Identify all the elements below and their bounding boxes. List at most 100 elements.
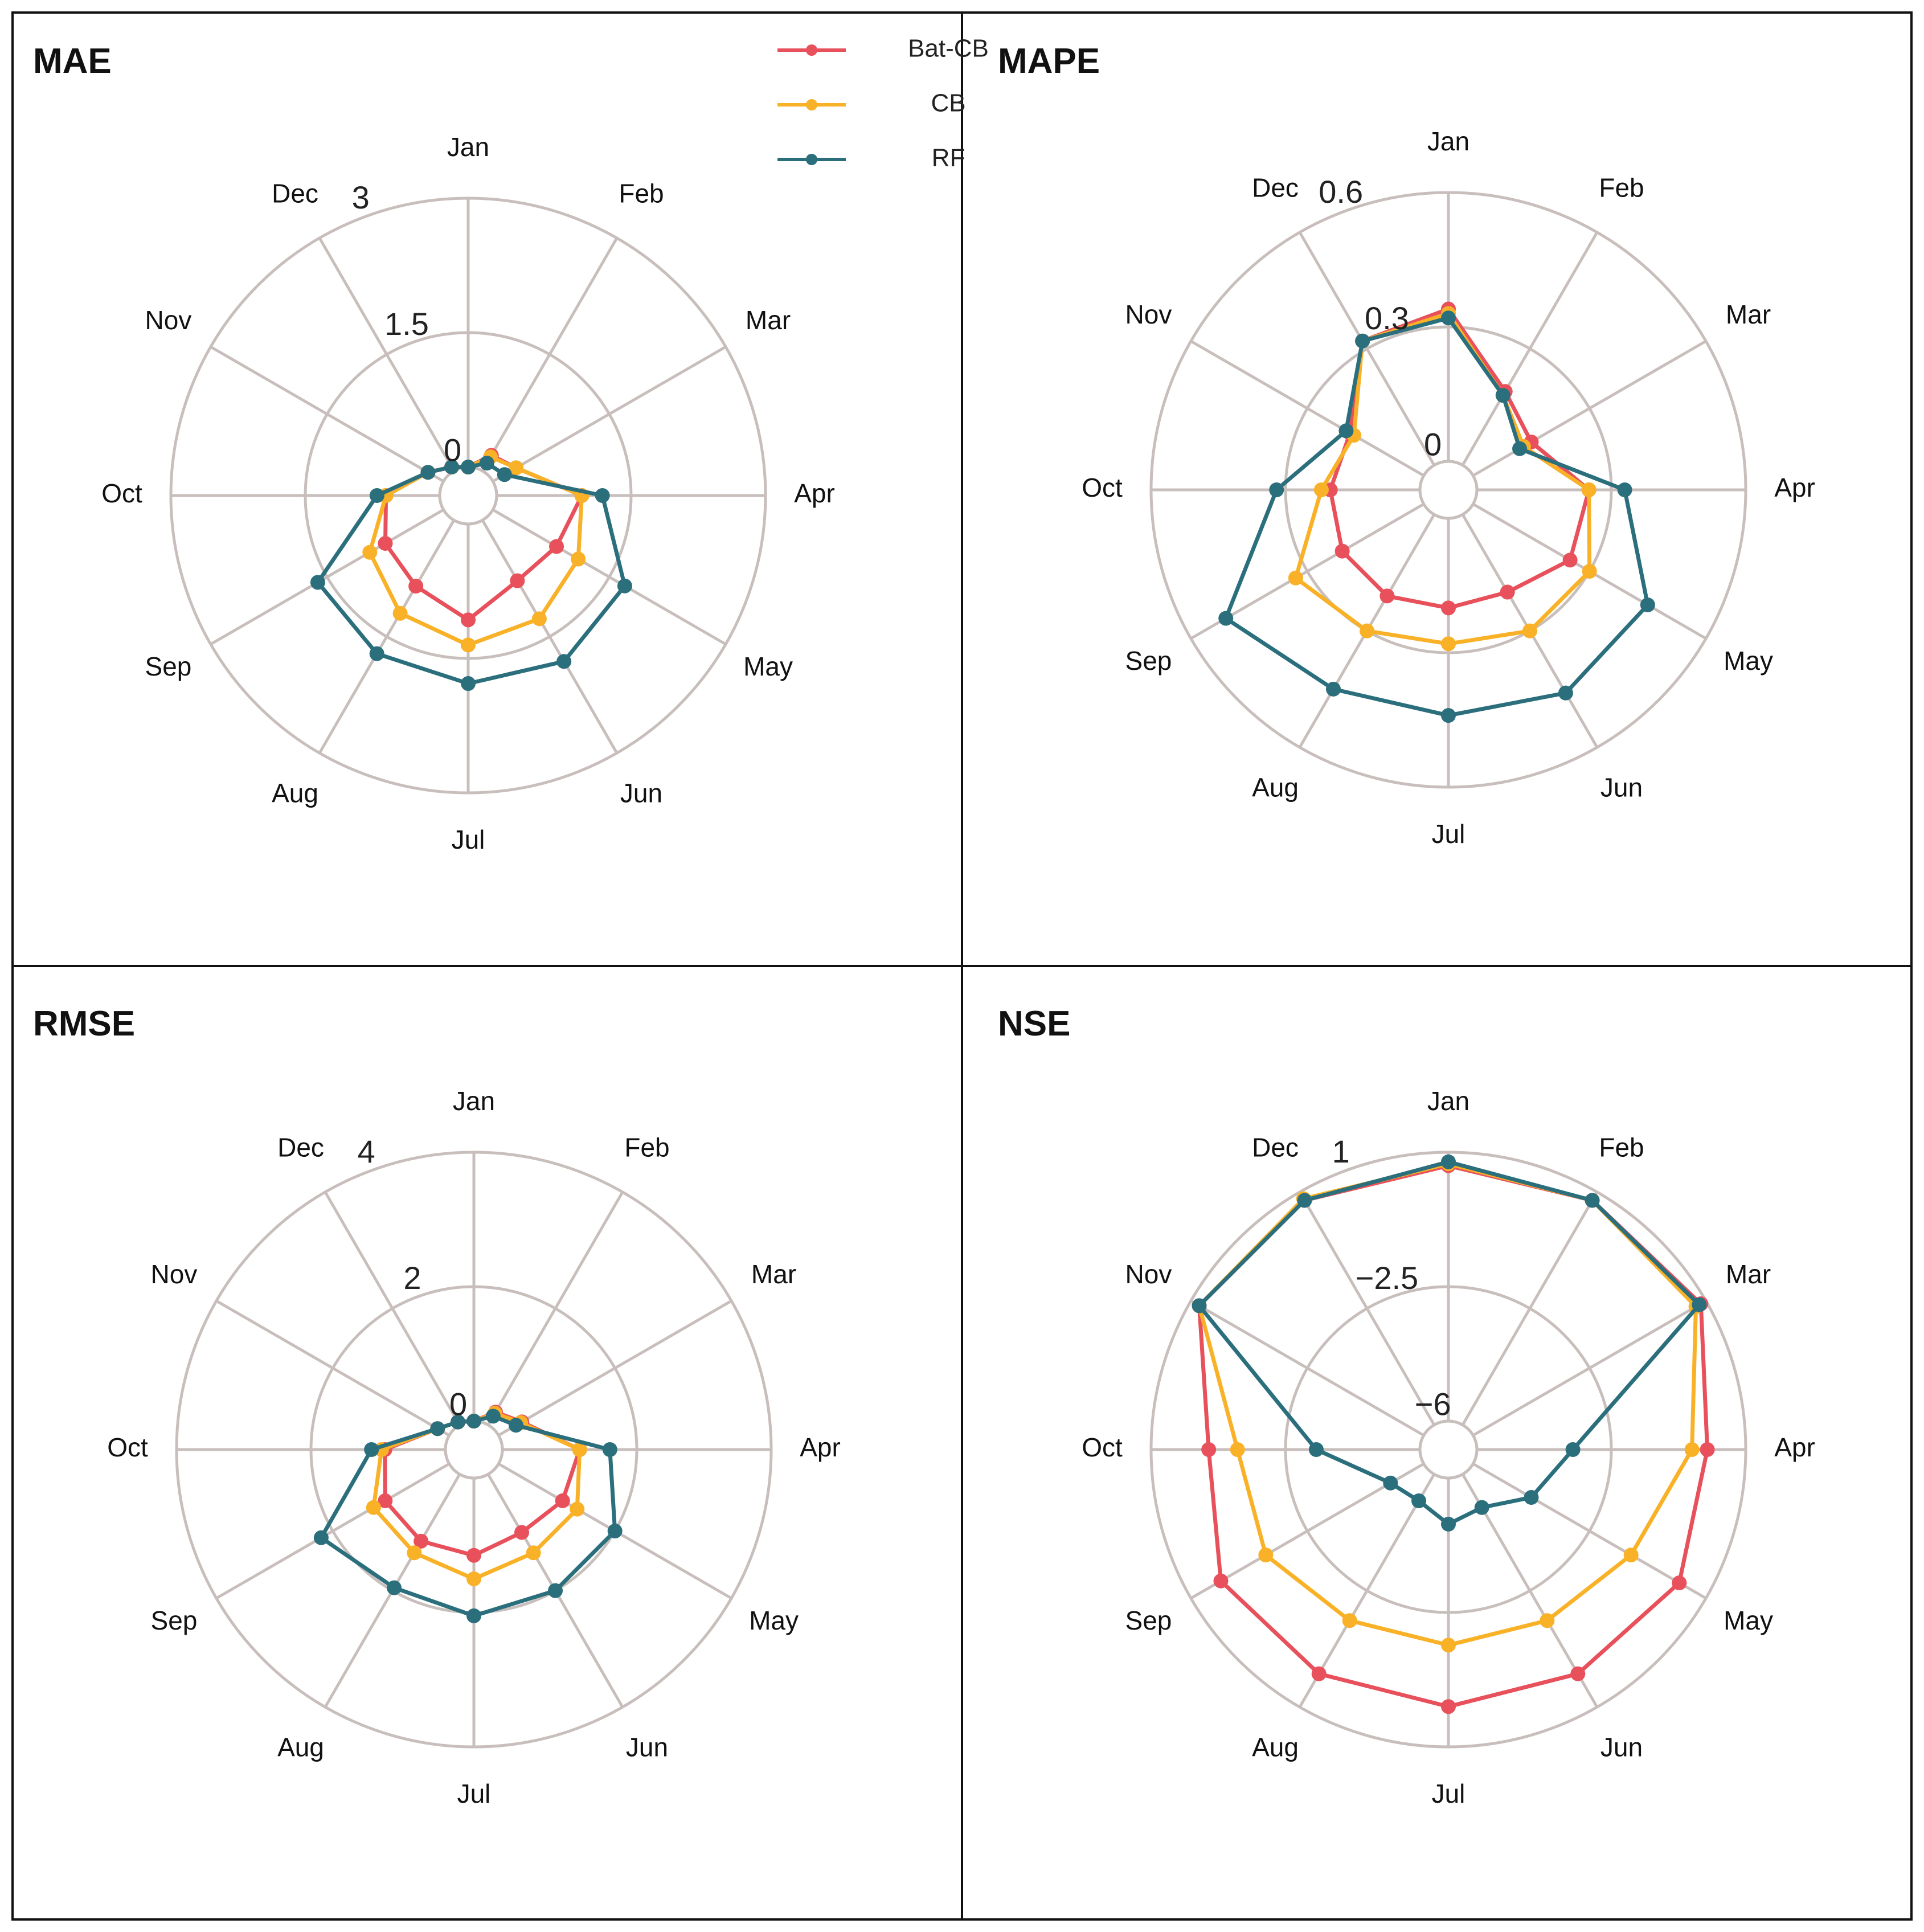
point-rf-sep <box>313 1530 329 1545</box>
series-bat-cb <box>378 448 590 628</box>
spoke-nov <box>1190 339 1424 477</box>
point-rf-dec <box>1355 333 1370 349</box>
month-label-aug: Aug <box>1252 1733 1299 1762</box>
month-label-oct: Oct <box>107 1432 148 1462</box>
month-label-may: May <box>1724 646 1773 676</box>
month-labels-nse: Jan Feb Mar Apr May Jun Jul Aug Sep Oct Nov Dec <box>1082 1086 1815 1808</box>
legend-swatch-point <box>806 154 817 165</box>
point-cb-sep <box>1258 1548 1274 1563</box>
month-label-jun: Jun <box>1600 1733 1643 1762</box>
point-cb-sep <box>362 545 378 560</box>
tick-label: 0.6 <box>1319 174 1363 210</box>
point-cb-may <box>570 1501 585 1517</box>
spoke-feb <box>1461 1191 1599 1426</box>
month-label-may: May <box>749 1606 799 1635</box>
point-rf-dec <box>444 459 460 474</box>
panels: MAE Jan Feb Mar Apr May Jun Jul Aug Sep Oct Nov Dec 0… <box>33 42 1815 1808</box>
month-label-oct: Oct <box>1082 473 1123 502</box>
month-label-dec: Dec <box>1252 173 1299 203</box>
month-label-apr: Apr <box>800 1432 841 1462</box>
point-rf-may <box>1640 597 1655 612</box>
tick-label: 0 <box>444 432 461 468</box>
panel-frames <box>11 11 1913 1921</box>
point-cb-oct <box>1230 1442 1245 1457</box>
legend-label: CB <box>931 89 965 117</box>
spoke-dec <box>318 237 456 472</box>
point-rf-jan <box>461 460 476 474</box>
series-group-mape <box>1218 301 1655 723</box>
month-label-may: May <box>1724 1606 1773 1635</box>
month-label-sep: Sep <box>1125 1606 1172 1635</box>
month-label-jun: Jun <box>626 1733 668 1762</box>
point-cb-jun <box>1540 1613 1555 1628</box>
point-rf-nov <box>420 465 436 480</box>
point-bat-cb-aug <box>1379 588 1395 604</box>
month-label-apr: Apr <box>1774 473 1815 502</box>
point-rf-feb <box>1585 1193 1600 1208</box>
legend-item-cb: CB <box>777 89 966 117</box>
legend-label: Bat-CB <box>908 35 989 63</box>
point-rf-jan <box>1441 310 1456 326</box>
month-label-feb: Feb <box>1599 1133 1644 1163</box>
series-group-nse <box>1192 1154 1715 1714</box>
point-bat-cb-oct <box>1201 1442 1217 1457</box>
point-bat-cb-jul <box>1441 1699 1456 1714</box>
series-bat-cb <box>1323 301 1596 616</box>
point-rf-jul <box>466 1608 481 1623</box>
point-rf-apr <box>602 1442 617 1457</box>
point-bat-cb-jun <box>510 573 525 588</box>
point-bat-cb-aug <box>1311 1666 1327 1681</box>
month-label-jan: Jan <box>1427 1086 1469 1116</box>
month-labels-mape: Jan Feb Mar Apr May Jun Jul Aug Sep Oct Nov Dec <box>1082 126 1815 849</box>
series-group-rmse <box>313 1405 623 1623</box>
radar-panel-rmse: RMSE Jan Feb Mar Apr May Jun Jul Aug Sep Oct Nov Dec… <box>33 1004 841 1808</box>
month-label-nov: Nov <box>145 305 192 335</box>
point-rf-apr <box>1565 1442 1581 1457</box>
panel-title-mape: MAPE <box>998 42 1100 81</box>
series-rf <box>313 1409 623 1623</box>
point-bat-cb-aug <box>408 579 424 594</box>
point-rf-oct <box>1269 482 1284 497</box>
point-cb-jul <box>466 1571 481 1586</box>
point-rf-jan <box>466 1414 481 1428</box>
point-cb-may <box>571 551 586 567</box>
point-bat-cb-may <box>1562 552 1578 568</box>
series-rf <box>1218 310 1655 723</box>
month-label-jan: Jan <box>453 1086 495 1116</box>
month-label-jun: Jun <box>1600 773 1643 803</box>
point-bat-cb-jun <box>1500 584 1515 600</box>
spoke-mar <box>1472 1299 1707 1437</box>
spoke-may <box>492 508 727 646</box>
tick-labels-mae: 01.53 <box>352 179 462 468</box>
point-cb-aug <box>1342 1613 1357 1628</box>
month-labels-mae: Jan Feb Mar Apr May Jun Jul Aug Sep Oct Nov Dec <box>101 132 835 854</box>
month-label-jun: Jun <box>620 779 662 808</box>
spoke-nov <box>215 1299 450 1437</box>
point-cb-aug <box>392 605 408 621</box>
point-cb-sep <box>366 1500 381 1515</box>
point-cb-jul <box>1441 1638 1456 1653</box>
month-label-feb: Feb <box>1599 173 1644 203</box>
point-cb-may <box>1623 1548 1639 1563</box>
point-cb-may <box>1582 564 1597 579</box>
month-label-dec: Dec <box>277 1133 324 1163</box>
month-label-aug: Aug <box>1252 773 1299 803</box>
point-cb-apr <box>1684 1442 1700 1457</box>
month-label-mar: Mar <box>751 1259 796 1289</box>
point-rf-aug <box>386 1580 402 1595</box>
point-bat-cb-sep <box>378 1493 393 1508</box>
spoke-sep <box>215 1462 450 1600</box>
series-group-mae <box>310 448 632 691</box>
series-rf <box>1192 1154 1707 1532</box>
tick-label: 3 <box>352 179 370 215</box>
month-label-apr: Apr <box>1774 1432 1815 1462</box>
tick-labels-nse: −6 −2.5 1 <box>1332 1133 1451 1422</box>
point-rf-apr <box>595 488 610 503</box>
point-rf-sep <box>1383 1475 1398 1491</box>
month-label-oct: Oct <box>101 478 142 508</box>
point-rf-mar <box>1692 1297 1707 1312</box>
point-cb-jul <box>1441 636 1456 652</box>
grid-ring <box>1418 1419 1479 1480</box>
month-label-mar: Mar <box>746 305 791 335</box>
tick-label: −2.5 <box>1356 1260 1419 1296</box>
